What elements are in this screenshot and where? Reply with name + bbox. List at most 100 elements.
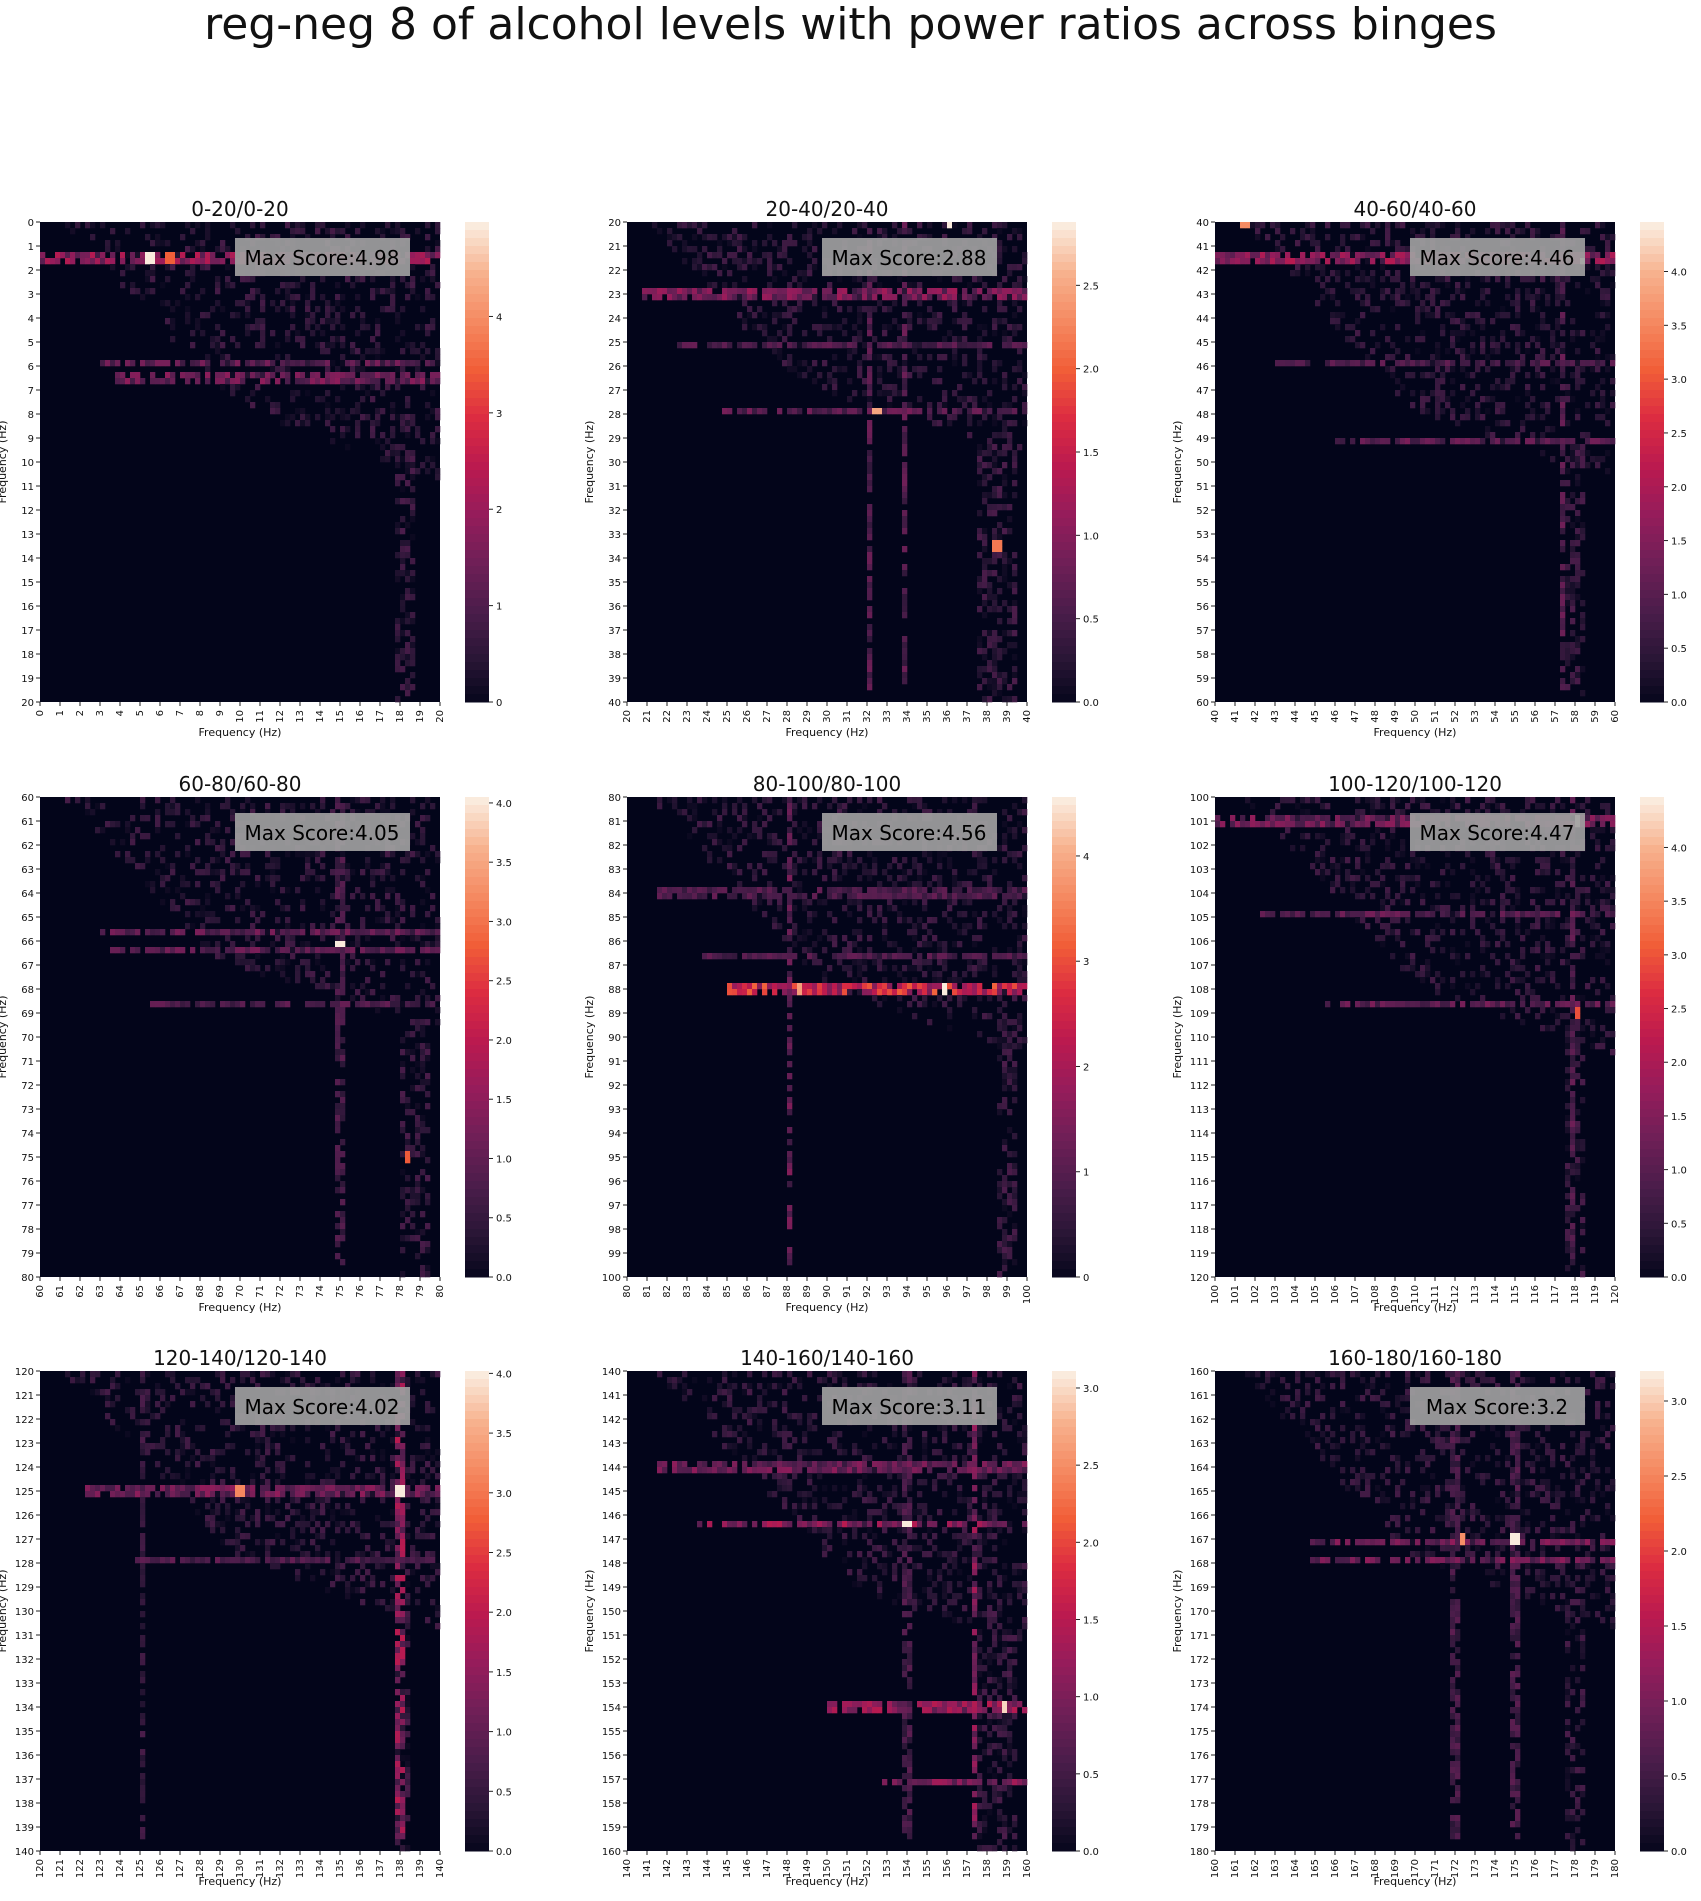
- heatmap-cell: [1575, 666, 1581, 673]
- heatmap-cell: [395, 893, 401, 900]
- heatmap-cell: [170, 264, 176, 271]
- heatmap-cell: [882, 342, 888, 349]
- colorbar-segment: [1052, 446, 1076, 455]
- y-tick-label: 37: [608, 626, 621, 637]
- heatmap-cell: [702, 270, 708, 277]
- x-tick-label: 55: [1510, 710, 1521, 723]
- heatmap-cell: [982, 462, 988, 469]
- heatmap-cell: [737, 869, 743, 876]
- heatmap-cell: [425, 1091, 431, 1098]
- y-tick-label: 2: [28, 266, 34, 277]
- heatmap-cell: [335, 372, 341, 379]
- heatmap-cell: [385, 929, 391, 936]
- heatmap-cell: [240, 929, 246, 936]
- heatmap-cell: [365, 929, 371, 936]
- x-tick-label: 72: [275, 1285, 286, 1298]
- heatmap-cell: [310, 947, 316, 954]
- heatmap-cell: [767, 857, 773, 864]
- heatmap-cell: [195, 318, 201, 325]
- heatmap-cell: [1012, 893, 1018, 900]
- heatmap-cell: [420, 833, 426, 840]
- heatmap-cell: [335, 875, 341, 882]
- heatmap-cell: [997, 576, 1003, 583]
- heatmap-cell: [255, 953, 261, 960]
- heatmap-cell: [335, 318, 341, 325]
- heatmap-cell: [330, 438, 336, 445]
- heatmap-cell: [400, 348, 406, 355]
- heatmap-cell: [792, 240, 798, 247]
- heatmap-cell: [210, 1001, 216, 1008]
- heatmap-cell: [957, 336, 963, 343]
- heatmap-cell: [420, 929, 426, 936]
- heatmap-cell: [420, 1067, 426, 1074]
- heatmap-cell: [1580, 492, 1586, 499]
- heatmap-cell: [335, 1223, 341, 1230]
- heatmap-cell: [1002, 857, 1008, 864]
- heatmap-cell: [375, 318, 381, 325]
- heatmap-cell: [967, 408, 973, 415]
- heatmap-cell: [330, 1001, 336, 1008]
- heatmap-cell: [1380, 438, 1386, 445]
- heatmap-cell: [987, 666, 993, 673]
- heatmap-cell: [1575, 570, 1581, 577]
- heatmap-cell: [887, 288, 893, 295]
- heatmap-cell: [120, 252, 126, 259]
- heatmap-cell: [320, 935, 326, 942]
- heatmap-cell: [847, 306, 853, 313]
- heatmap-cell: [892, 887, 898, 894]
- heatmap-cell: [977, 510, 983, 517]
- heatmap-cell: [245, 234, 251, 241]
- heatmap-cell: [997, 654, 1003, 661]
- heatmap-cell: [280, 809, 286, 816]
- heatmap-cell: [255, 905, 261, 912]
- heatmap-cell: [992, 690, 998, 697]
- heatmap-cell: [1575, 672, 1581, 679]
- heatmap-cell: [180, 258, 186, 265]
- heatmap-cell: [405, 360, 411, 367]
- heatmap-cell: [115, 378, 121, 385]
- colorbar-tick-label: 0.0: [1671, 698, 1687, 709]
- heatmap-cell: [405, 282, 411, 289]
- colorbar-segment: [1052, 254, 1076, 263]
- heatmap-cell: [692, 264, 698, 271]
- heatmap-cell: [75, 252, 81, 259]
- heatmap-cell: [245, 276, 251, 283]
- heatmap-cell: [1570, 606, 1576, 613]
- heatmap-cell: [1415, 318, 1421, 325]
- y-tick-label: 51: [1196, 482, 1209, 493]
- heatmap-cell: [1460, 360, 1466, 367]
- heatmap-cell: [420, 1019, 426, 1026]
- heatmap-cell: [335, 803, 341, 810]
- heatmap-cell: [1585, 462, 1591, 469]
- heatmap-cell: [1345, 258, 1351, 265]
- heatmap-cell: [1012, 456, 1018, 463]
- heatmap-cell: [420, 1079, 426, 1086]
- heatmap-cell: [852, 899, 858, 906]
- heatmap-cell: [832, 887, 838, 894]
- heatmap-cell: [987, 678, 993, 685]
- heatmap-cell: [1600, 312, 1606, 319]
- heatmap-cell: [380, 917, 386, 924]
- heatmap-cell: [987, 696, 993, 703]
- heatmap-cell: [977, 468, 983, 475]
- heatmap-cell: [722, 258, 728, 265]
- x-axis-label: Frequency (Hz): [1374, 726, 1457, 739]
- heatmap-cell: [762, 893, 768, 900]
- heatmap-cell: [1007, 696, 1013, 703]
- heatmap-cell: [175, 833, 181, 840]
- colorbar-segment: [465, 837, 489, 846]
- heatmap-cell: [1580, 666, 1586, 673]
- heatmap-cell: [390, 414, 396, 421]
- heatmap-cell: [1012, 654, 1018, 661]
- heatmap-cell: [987, 438, 993, 445]
- colorbar-segment: [465, 382, 489, 391]
- heatmap-cell: [1560, 546, 1566, 553]
- heatmap-cell: [997, 486, 1003, 493]
- heatmap-cell: [832, 857, 838, 864]
- heatmap-cell: [712, 887, 718, 894]
- colorbar-segment: [1640, 414, 1664, 423]
- heatmap-cell: [1540, 384, 1546, 391]
- heatmap-cell: [345, 222, 351, 229]
- heatmap-cell: [1495, 360, 1501, 367]
- heatmap-cell: [752, 893, 758, 900]
